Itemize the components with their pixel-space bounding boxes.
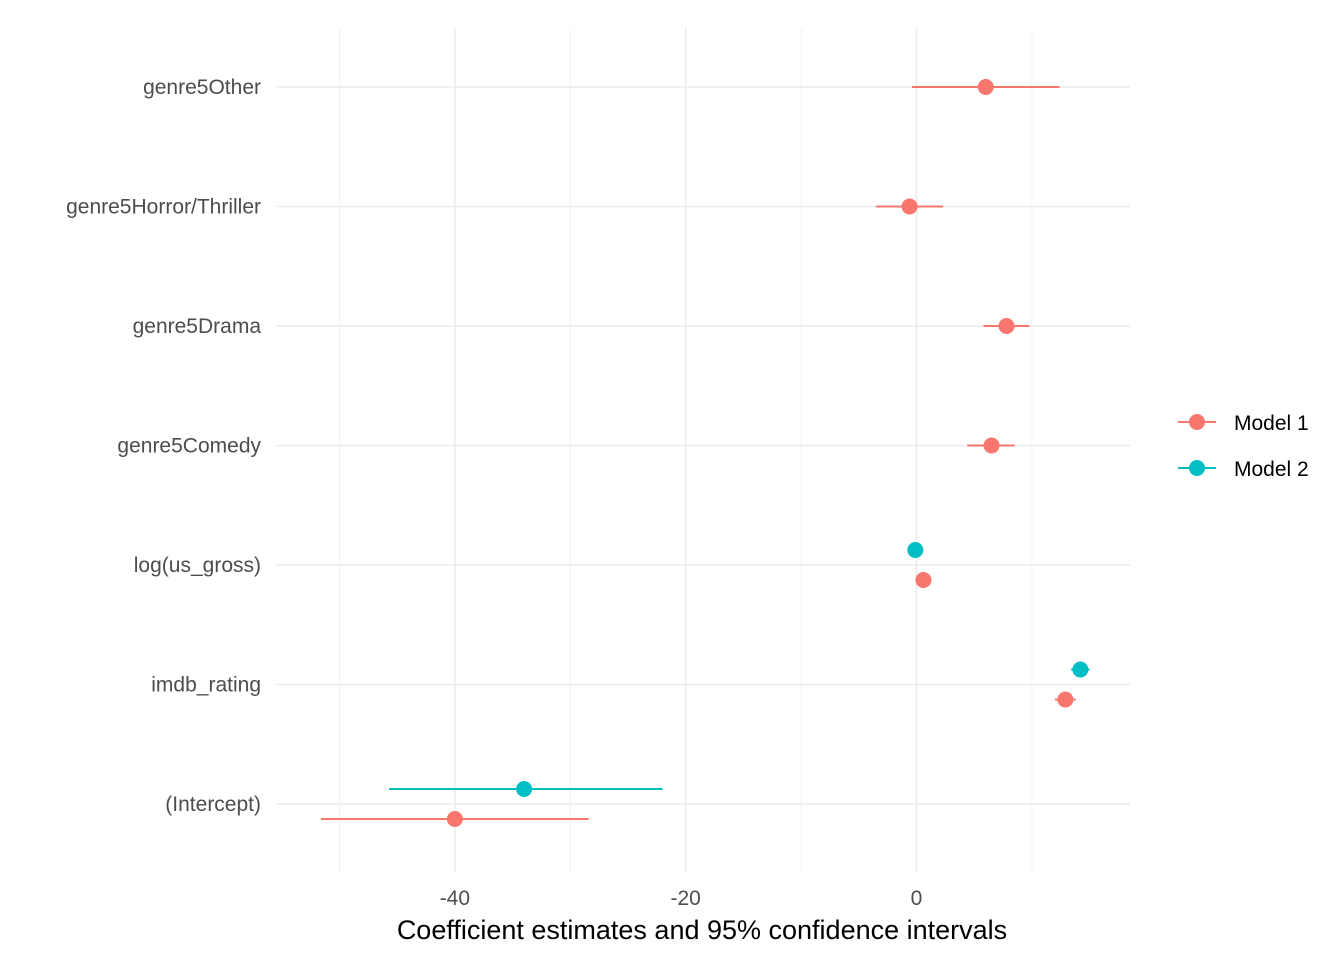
y-axis-tick-labels: genre5Other genre5Horror/Thriller genre5Dr… [66,76,261,816]
y-tick-label: imdb_rating [151,674,261,697]
major-gridlines [276,28,1130,872]
plot-marks [321,79,1090,827]
y-tick-label: genre5Drama [133,315,262,338]
minor-gridlines [338,28,1033,872]
estimate-point [998,318,1015,334]
x-tick-label: -20 [671,887,701,910]
legend-key-point [1189,460,1205,476]
x-axis-tick-labels: -40 -20 0 [440,887,923,910]
estimate-point [907,542,924,558]
estimate-point [977,79,994,95]
y-tick-label: (Intercept) [165,793,261,816]
estimate-point [516,781,533,797]
estimate-point [446,811,463,827]
legend-item: Model 1 [1178,412,1309,435]
y-tick-label: log(us_gross) [134,554,261,577]
legend-label: Model 2 [1234,458,1309,481]
estimate-point [983,437,1000,454]
x-tick-label: 0 [911,887,923,910]
estimate-point [1057,691,1074,708]
x-axis-label: Coefficient estimates and 95% confidence… [397,915,1007,945]
estimate-point [915,572,932,588]
x-tick-label: -40 [440,887,470,910]
y-tick-label: genre5Other [143,76,261,99]
legend-label: Model 1 [1234,412,1309,435]
y-tick-label: genre5Comedy [117,435,261,458]
legend-key-point [1189,414,1205,430]
legend-item: Model 2 [1178,458,1309,481]
estimate-point [1072,661,1089,678]
legend: Model 1 Model 2 [1178,412,1309,481]
estimate-point [901,198,918,215]
y-tick-label: genre5Horror/Thriller [66,196,261,219]
